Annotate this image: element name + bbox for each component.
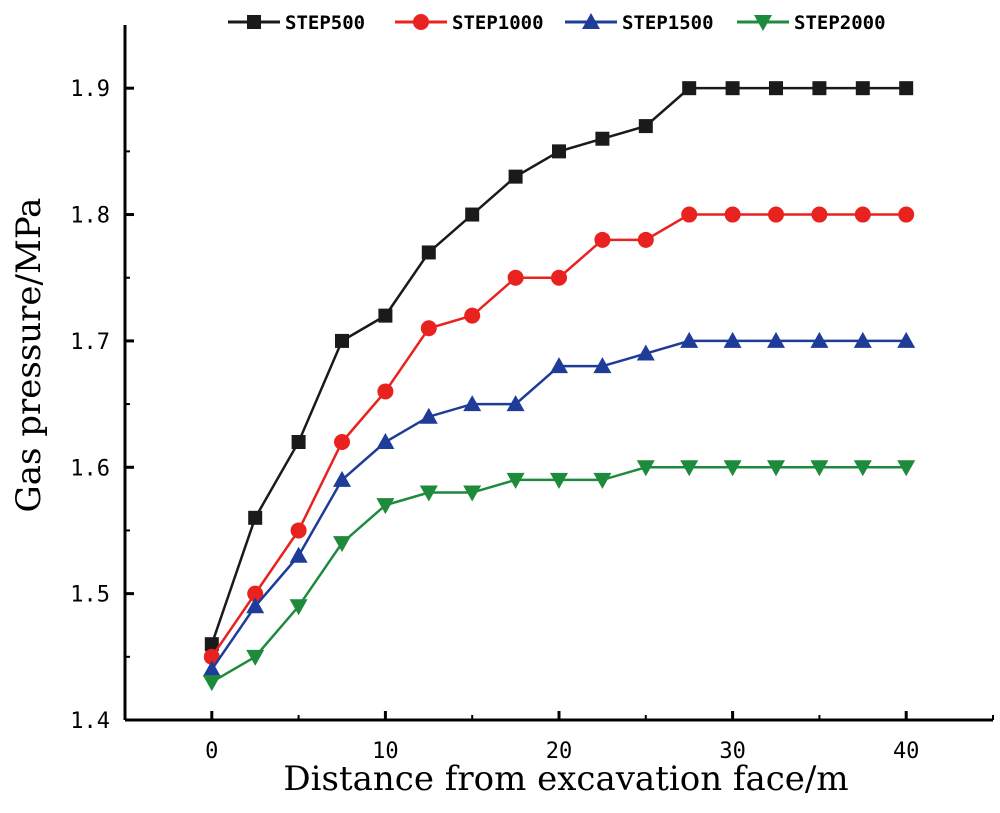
data-point [811,206,828,223]
data-point [507,269,524,286]
data-point [334,434,350,450]
legend-label: STEP1500 [622,12,714,34]
y-tick-label: 1.9 [70,77,110,102]
x-tick-label: 0 [205,739,218,764]
data-point [897,460,916,477]
data-point [767,460,785,477]
data-point [376,498,395,515]
series-line [210,339,907,671]
data-point [289,599,308,616]
data-point [246,649,265,666]
data-point [682,81,697,96]
y-tick-label: 1.6 [70,456,110,481]
data-point [550,472,568,489]
legend-label: STEP1000 [452,12,544,34]
legend-label: STEP2000 [794,12,886,34]
x-tick-label: 30 [719,739,746,764]
data-point [291,435,306,449]
data-point [421,245,436,260]
data-point [582,13,600,29]
y-tick-label: 1.5 [70,583,110,608]
data-point [376,433,395,449]
data-point [419,407,438,424]
data-point [768,206,784,223]
data-point [899,81,914,96]
data-point [637,231,654,248]
data-point [854,206,871,223]
data-point [335,333,349,348]
data-point [463,395,482,412]
data-point [723,331,742,348]
data-point [853,460,872,477]
data-point [636,344,655,361]
data-point [506,472,525,489]
series-lines [202,81,916,692]
data-point [681,206,698,223]
data-point [593,472,612,489]
data-point [420,320,437,337]
data-point [333,470,351,487]
series-step1500 [202,331,916,677]
series-step500 [204,81,914,652]
data-point [506,395,525,412]
y-axis-title: Gas pressure/MPa [9,198,49,513]
data-point [246,597,265,614]
data-point [377,383,394,400]
data-point [810,460,829,477]
axes: 1.4 1.5 1.6 1.7 1.8 1.9 0 10 20 30 40 [70,25,994,764]
data-point [595,131,610,146]
data-point [508,169,523,184]
x-tick-label: 20 [546,739,573,764]
data-point [724,206,741,223]
data-point [202,660,221,677]
x-tick-label: 10 [372,739,399,764]
data-point [897,331,916,348]
data-point [248,510,263,525]
data-point [855,81,870,96]
data-point [413,14,429,30]
data-point [464,307,481,324]
y-tick-label: 1.4 [70,709,110,734]
data-point [247,585,264,602]
data-point [638,119,653,134]
data-point [203,648,220,665]
data-point [419,485,438,502]
data-point [594,231,611,248]
legend: STEP500 STEP1000 STEP1500 STEP2000 [228,12,886,34]
data-point [723,460,742,477]
data-point [593,357,612,374]
series-step1000 [203,206,915,665]
data-point [853,331,872,348]
data-point [333,536,351,553]
legend-label: STEP500 [285,12,365,34]
data-point [247,15,261,29]
data-point [463,485,482,502]
data-point [680,331,699,348]
x-axis-title: Distance from excavation face/m [283,759,848,799]
data-point [636,460,655,477]
y-tick-label: 1.8 [70,204,110,229]
data-point [551,269,567,286]
data-point [202,675,221,692]
data-point [290,522,307,539]
data-point [680,460,699,477]
data-point [754,15,772,31]
series-step2000 [202,460,916,692]
data-point [378,308,393,323]
data-point [898,206,915,223]
series-line [211,466,907,684]
data-point [810,331,829,348]
data-point [552,144,566,159]
data-point [550,357,568,374]
data-point [769,81,783,96]
data-point [725,81,740,96]
data-point [289,546,308,563]
data-point [204,637,219,652]
data-point [465,207,480,222]
y-tick-label: 1.7 [70,330,110,355]
x-tick-label: 40 [893,739,920,764]
data-point [812,81,827,96]
data-point [767,331,785,348]
